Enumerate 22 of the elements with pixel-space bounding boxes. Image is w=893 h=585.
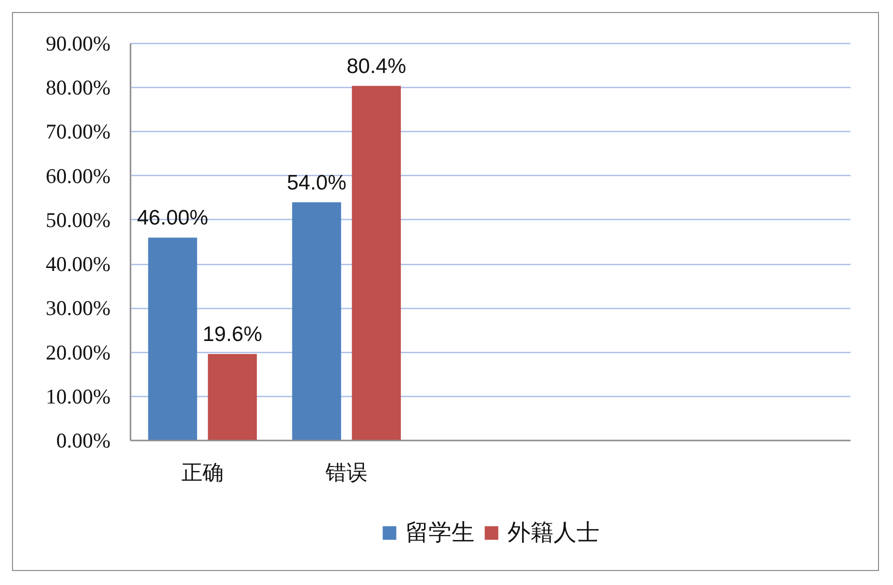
y-tick-label: 30.00%: [46, 296, 111, 320]
y-tick-label: 90.00%: [46, 32, 111, 56]
data-label: 19.6%: [202, 323, 262, 346]
data-label: 54.0%: [286, 171, 346, 194]
legend-label: 留学生: [406, 519, 474, 547]
data-label: 46.00%: [137, 206, 208, 230]
y-tick-label: 50.00%: [46, 208, 111, 232]
y-tick-label: 20.00%: [46, 340, 111, 364]
data-label: 80.4%: [346, 54, 406, 78]
y-tick-label: 40.00%: [46, 252, 111, 276]
y-tick-label: 60.00%: [46, 164, 111, 188]
legend-label: 外籍人士: [508, 519, 600, 547]
y-tick-label: 10.00%: [46, 384, 111, 408]
y-tick-label: 80.00%: [46, 76, 111, 100]
y-tick-label: 70.00%: [46, 120, 111, 144]
x-tick-label: 错误: [324, 460, 368, 484]
x-tick-label: 正确: [182, 460, 224, 484]
y-tick-label: 0.00%: [56, 428, 111, 452]
bar: [352, 86, 401, 440]
bar: [208, 354, 257, 440]
bar: [292, 202, 342, 440]
bar: [148, 238, 198, 440]
